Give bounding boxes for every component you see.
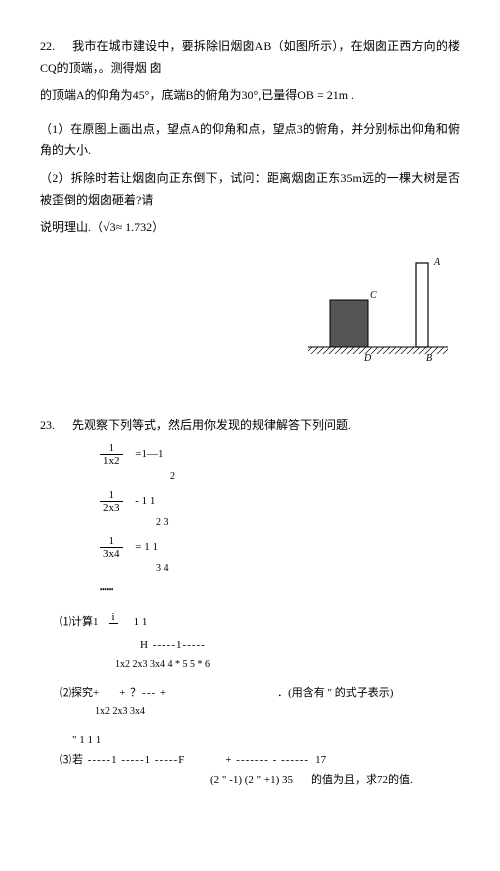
eq3: 1 3x4 = 1 1 3 4 [100, 535, 460, 578]
problem-22-figure-wrap: A C D B [40, 255, 460, 365]
problem-22-text1: 我市在城市建设中，要拆除旧烟囱AB（如图所示），在烟囱正西方向的楼CQ的顶端，。… [40, 39, 460, 75]
problem-23-number: 23. [40, 418, 55, 432]
q1-frac-i: i [109, 611, 118, 636]
eq1-frac: 1 1x2 [100, 442, 123, 467]
eq1-rhs: =1—1 [135, 448, 163, 460]
q3-top: 17 [315, 751, 326, 771]
building-block [330, 300, 368, 347]
problem-23-intro: 先观察下列等式，然后用你发现的规律解答下列问题. [72, 418, 351, 432]
dots: ┅┅ [100, 581, 460, 601]
q3-pre: " 1 1 1 [72, 731, 460, 751]
eq3-rhs2: 3 4 [156, 560, 460, 578]
problem-22-line1: 22. 我市在城市建设中，要拆除旧烟囱AB（如图所示），在烟囱正西方向的楼CQ的… [40, 36, 460, 79]
problem-22-q2b: 说明理山.（√3≈ 1.732） [40, 217, 460, 239]
eq2-rhs2: 2 3 [156, 514, 460, 532]
q1: ⑴计算1 i 1 1 H -----1----- 1x2 2x3 3x4 4 *… [60, 611, 460, 674]
problem-23: 23. 先观察下列等式，然后用你发现的规律解答下列问题. 1 1x2 =1—1 … [40, 415, 460, 791]
q2-note: ．(用含有 " 的式子表示) [277, 684, 393, 704]
q3-row: (2 " -1) (2 " +1) 35 [210, 771, 293, 791]
q2: ⑵探究+ + ？--- + ．(用含有 " 的式子表示) 1x2 2x3 3x4 [60, 684, 460, 722]
q3-text: 的值为且，求72的值. [311, 771, 413, 791]
problem-22-q2: （2）拆除时若让烟囱向正东倒下，试问：距离烟囱正东35m远的一棵大树是否被歪倒的… [40, 168, 460, 211]
problem-23-intro-line: 23. 先观察下列等式，然后用你发现的规律解答下列问题. [40, 415, 460, 437]
eq3-frac: 1 3x4 [100, 535, 123, 560]
problem-22-line2: 的顶端A的仰角为45°，底端B的俯角为30°,已量得OB = 21m . [40, 85, 460, 107]
eq1-rhs2: 2 [170, 468, 460, 486]
eq2-rhs: - 1 1 [135, 495, 155, 507]
q3: " 1 1 1 ⑶若 -----1 -----1 -----F + ------… [60, 731, 460, 790]
problem-22: 22. 我市在城市建设中，要拆除旧烟囱AB（如图所示），在烟囱正西方向的楼CQ的… [40, 36, 460, 365]
q1-mid: 1 1 [134, 613, 148, 633]
eq2: 1 2x3 - 1 1 2 3 [100, 489, 460, 532]
q3-label: ⑶若 -----1 -----1 -----F [60, 751, 185, 771]
label-c: C [370, 290, 377, 301]
chimney-rect [416, 263, 428, 347]
eq3-rhs: = 1 1 [135, 541, 158, 553]
q2-row: 1x2 2x3 3x4 [95, 703, 460, 721]
label-a: A [433, 257, 441, 268]
label-d: D [363, 353, 372, 364]
problem-22-figure: A C D B [290, 255, 460, 365]
problem-22-q1: （1）在原图上画出点，望点A的仰角和点，望点3的俯角，并分别标出仰角和俯角的大小… [40, 119, 460, 162]
q2-mid: + ？--- + [119, 684, 167, 704]
eq2-frac: 1 2x3 [100, 489, 123, 514]
q1-h: H -----1----- [140, 636, 460, 656]
q2-label: ⑵探究+ [60, 684, 99, 704]
eq1: 1 1x2 =1—1 2 [100, 442, 460, 485]
q3-mid: + ------- - ------ [225, 751, 309, 771]
q1-row: 1x2 2x3 3x4 4 * 5 5 * 6 [115, 656, 460, 674]
label-b: B [426, 353, 432, 364]
q1-label: ⑴计算1 [60, 613, 99, 633]
problem-22-number: 22. [40, 39, 55, 53]
